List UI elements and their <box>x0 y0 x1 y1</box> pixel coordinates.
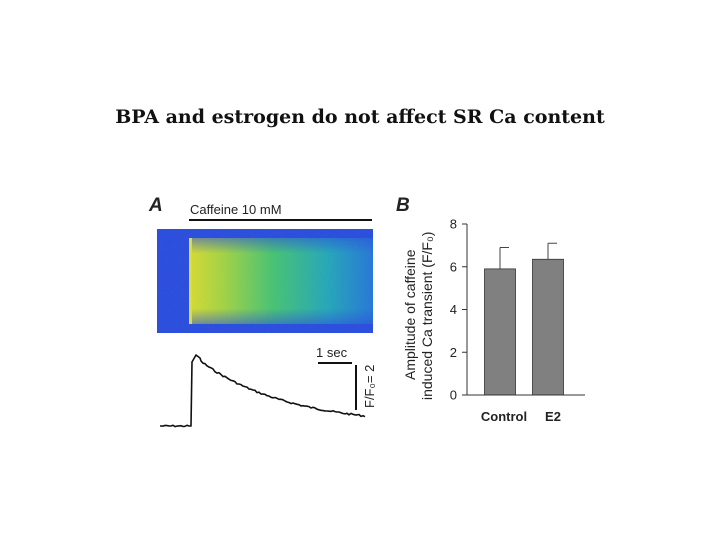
category-label-control: Control <box>481 409 527 424</box>
bar-chart: Control E2 0 2 4 6 8 <box>450 217 585 424</box>
y-tick-label: 8 <box>450 217 457 232</box>
y-axis-label-line1: Amplitude of caffeine <box>402 249 418 380</box>
y-axis-label-line2: induced Ca transient (F/F₀) <box>419 232 435 400</box>
y-tick-label: 0 <box>450 388 457 403</box>
scan-noise <box>157 229 373 333</box>
y-tick-label: 6 <box>450 259 457 274</box>
time-scale-label: 1 sec <box>316 345 348 360</box>
bar-control <box>484 268 516 396</box>
y-tick-label: 2 <box>450 345 457 360</box>
category-label-e2: E2 <box>545 409 561 424</box>
fluorescence-trace <box>160 354 366 428</box>
slide-title: BPA and estrogen do not affect SR Ca con… <box>115 106 605 128</box>
panel-b-letter: B <box>396 195 410 216</box>
panel-a-letter: A <box>148 195 163 216</box>
amp-scale-label: F/F₀= 2 <box>362 365 377 408</box>
line-scan-image <box>157 229 373 333</box>
stimulus-label: Caffeine 10 mM <box>190 202 282 217</box>
bar-e2 <box>532 258 564 396</box>
y-tick-label: 4 <box>450 302 457 317</box>
